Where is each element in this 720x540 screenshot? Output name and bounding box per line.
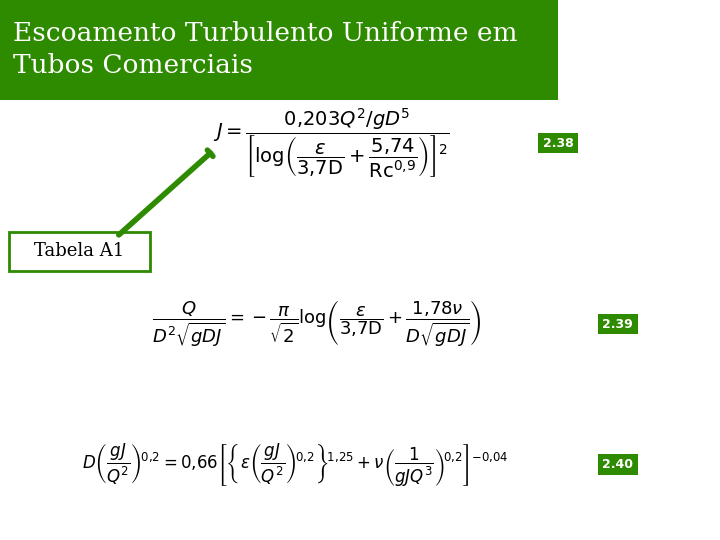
Text: 2.40: 2.40 xyxy=(602,458,634,471)
Text: 2.38: 2.38 xyxy=(543,137,573,150)
Text: Tabela A1: Tabela A1 xyxy=(35,242,125,260)
FancyBboxPatch shape xyxy=(9,232,150,271)
Text: $D\left(\dfrac{gJ}{Q^2}\right)^{\!0{,}2}= 0{,}66\left[\left\{\varepsilon\left(\d: $D\left(\dfrac{gJ}{Q^2}\right)^{\!0{,}2}… xyxy=(82,441,508,488)
FancyBboxPatch shape xyxy=(598,454,638,475)
Text: Escoamento Turbulento Uniforme em
Tubos Comerciais: Escoamento Turbulento Uniforme em Tubos … xyxy=(13,22,518,78)
Text: $\dfrac{Q}{D^2\sqrt{gDJ}} = -\dfrac{\pi}{\sqrt{2}}\log\!\left(\dfrac{\varepsilon: $\dfrac{Q}{D^2\sqrt{gDJ}} = -\dfrac{\pi}… xyxy=(152,299,482,349)
Text: 2.39: 2.39 xyxy=(603,318,633,330)
FancyBboxPatch shape xyxy=(598,314,638,334)
FancyBboxPatch shape xyxy=(0,0,558,100)
Text: $J = \dfrac{0{,}203Q^2 / gD^5}{\left[\log\!\left(\dfrac{\varepsilon}{3{,}7\mathr: $J = \dfrac{0{,}203Q^2 / gD^5}{\left[\lo… xyxy=(213,106,449,180)
FancyBboxPatch shape xyxy=(539,133,578,153)
